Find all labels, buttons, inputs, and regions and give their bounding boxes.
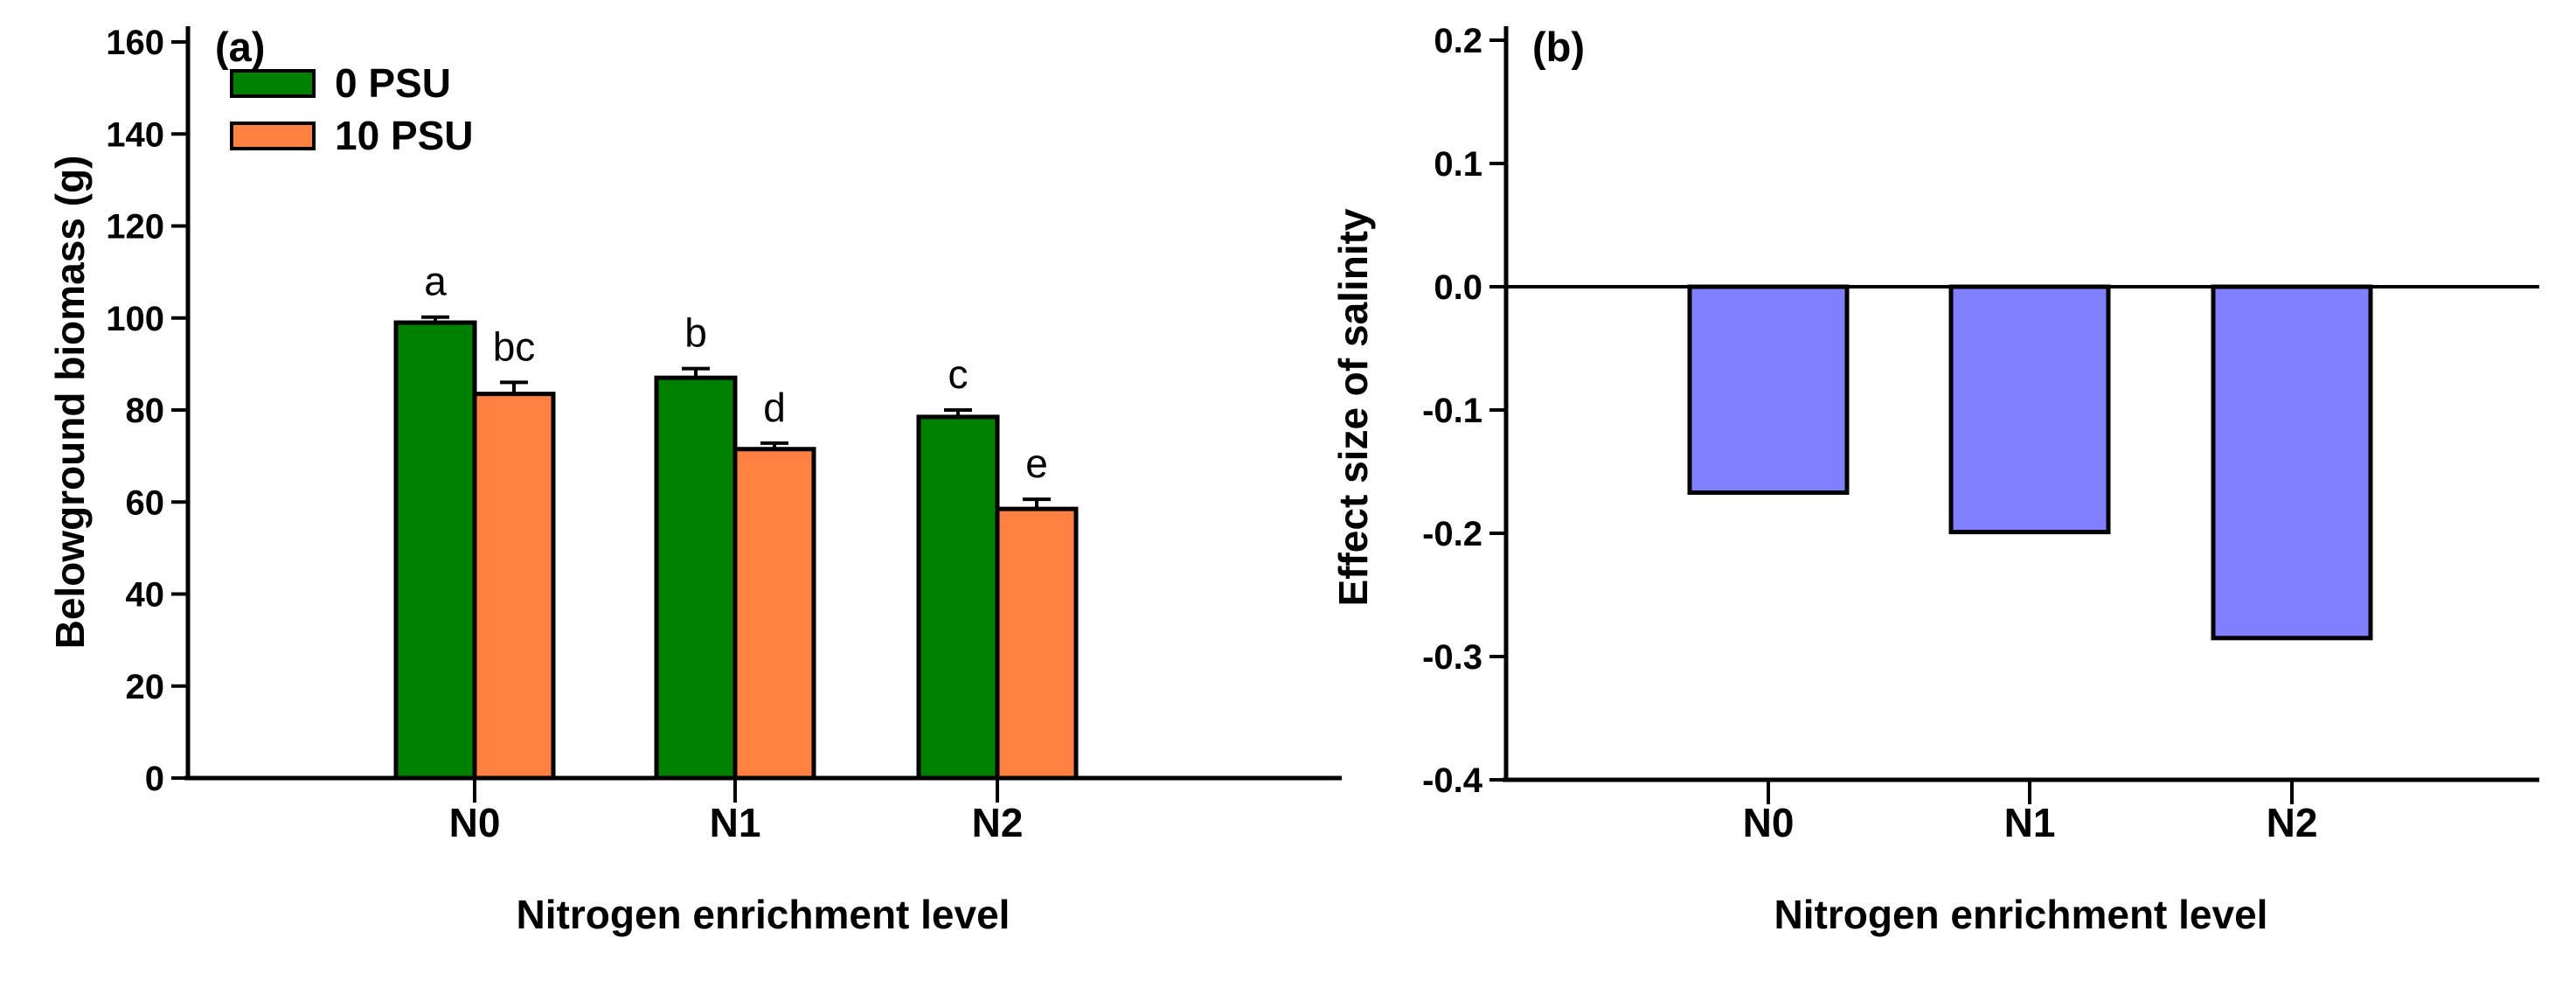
legend: 0 PSU 10 PSU [230, 57, 474, 162]
y-axis-title-left: Belowground biomass (g) [47, 155, 93, 650]
y-tick-label-b-0.0: 0.0 [1434, 268, 1482, 307]
y-tick-label-a-120: 120 [106, 208, 164, 247]
x-tick-label-b-N2: N2 [2267, 800, 2318, 845]
x-axis-title-right: Nitrogen enrichment level [1774, 892, 2268, 937]
y-tick-label-a-100: 100 [106, 300, 164, 338]
bar-b-N0 [1687, 284, 1850, 495]
legend-swatch-10psu [230, 121, 316, 150]
y-tick-label-a-60: 60 [126, 483, 165, 522]
sig-letter-c: c [948, 351, 969, 397]
bar-N2-0PSU [916, 414, 1000, 781]
bar-N2-10PSU [995, 506, 1079, 781]
y-tick-label-a-0: 0 [145, 760, 164, 798]
sig-letter-bc: bc [493, 323, 536, 369]
y-tick-label-a-80: 80 [126, 392, 165, 430]
panel-b-label: (b) [1532, 24, 1586, 70]
sig-letter-b: b [684, 310, 707, 356]
y-tick-label-b--0.2: -0.2 [1422, 515, 1482, 553]
sig-letter-e: e [1025, 441, 1048, 486]
y-tick-label-b-0.2: 0.2 [1434, 22, 1482, 60]
x-tick-label-a-N0: N0 [449, 800, 501, 845]
y-tick-label-b--0.3: -0.3 [1422, 638, 1482, 677]
x-tick-label-b-N0: N0 [1743, 800, 1795, 845]
bar-N0-10PSU [472, 392, 556, 781]
y-tick-label-b--0.1: -0.1 [1422, 392, 1482, 430]
sig-letter-d: d [763, 385, 786, 430]
x-tick-label-a-N2: N2 [972, 800, 1024, 845]
y-axis-title-right: Effect size of salinity [1330, 208, 1376, 607]
y-tick-label-b-0.1: 0.1 [1434, 145, 1482, 184]
bar-b-N2 [2211, 284, 2373, 641]
bar-N0-0PSU [393, 320, 477, 781]
legend-swatch-0psu [230, 68, 316, 98]
x-tick-label-a-N1: N1 [710, 800, 761, 845]
sig-letter-a: a [424, 259, 447, 304]
legend-entry-0psu: 0 PSU [230, 57, 474, 109]
x-tick-label-b-N1: N1 [2004, 800, 2056, 845]
legend-entry-10psu: 10 PSU [230, 109, 474, 162]
legend-label-10psu: 10 PSU [335, 113, 474, 158]
panel-a-label: (a) [215, 24, 266, 70]
x-axis-title-left: Nitrogen enrichment level [516, 892, 1010, 937]
bar-b-N1 [1948, 284, 2111, 535]
y-tick-label-a-20: 20 [126, 668, 165, 706]
bar-N1-0PSU [654, 375, 738, 781]
y-tick-label-a-40: 40 [126, 576, 165, 615]
legend-label-0psu: 0 PSU [335, 60, 451, 106]
bar-N1-10PSU [733, 447, 816, 781]
y-tick-label-a-160: 160 [106, 24, 164, 62]
y-tick-label-b--0.4: -0.4 [1422, 761, 1483, 800]
y-tick-label-a-140: 140 [106, 115, 164, 154]
